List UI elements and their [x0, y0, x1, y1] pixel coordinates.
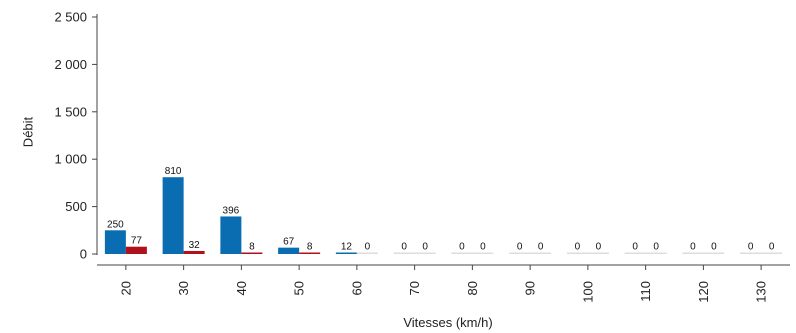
x-tick-label: 100	[580, 281, 595, 303]
bar	[587, 252, 609, 254]
bar-value-label: 0	[596, 242, 602, 253]
bar	[104, 230, 126, 254]
bar-value-label: 0	[459, 242, 465, 253]
y-axis-title: Débit	[21, 116, 36, 147]
bar	[509, 252, 531, 254]
bar-value-label: 0	[711, 242, 717, 253]
bar-value-label: 0	[517, 242, 523, 253]
bar-value-label: 0	[632, 242, 638, 253]
x-tick-label: 50	[292, 281, 307, 295]
bar	[241, 252, 263, 254]
y-tick-label: 500	[65, 199, 87, 214]
bar	[162, 177, 184, 254]
bar-value-label: 0	[748, 242, 754, 253]
y-axis: 0 500 1 000 1 500 2 000 2 500	[54, 10, 98, 262]
bar-value-label: 32	[189, 240, 201, 251]
bar-value-label: 810	[165, 166, 182, 177]
bar	[530, 252, 552, 254]
y-tick-label: 2 500	[54, 10, 87, 25]
bar	[472, 252, 494, 254]
bar	[566, 252, 588, 254]
x-tick-label: 130	[754, 281, 769, 303]
bar	[183, 250, 205, 254]
x-tick-label: 110	[638, 281, 653, 302]
bar-value-label: 77	[131, 236, 143, 247]
x-tick-label: 70	[407, 281, 422, 295]
bar-value-label: 67	[283, 237, 295, 248]
bar-value-label: 250	[107, 219, 124, 230]
bar	[278, 247, 300, 254]
x-tick-label: 80	[465, 281, 480, 295]
bars	[104, 177, 783, 254]
y-tick-label: 2 000	[54, 57, 87, 72]
bar-value-label: 0	[575, 242, 581, 253]
x-tick-label: 90	[523, 281, 538, 295]
bar	[220, 216, 242, 254]
bar-value-label: 0	[422, 242, 428, 253]
bar-value-label: 0	[690, 242, 696, 253]
y-tick-label: 0	[80, 247, 87, 262]
bar-value-label: 12	[341, 242, 353, 253]
bar	[125, 246, 147, 254]
bar	[335, 252, 357, 254]
data-labels: 250 77 810 32 396 8 67 8 12 0 0 0 0 0 0 0 0 0 0 0 0 0 0 0	[107, 166, 775, 252]
y-tick-label: 1 000	[54, 152, 87, 167]
bar-value-label: 0	[365, 242, 371, 253]
bar	[703, 252, 725, 254]
x-tick-label: 40	[234, 281, 249, 295]
x-tick-label: 120	[696, 281, 711, 303]
bar	[356, 252, 378, 254]
x-axis-title: Vitesses (km/h)	[403, 315, 492, 330]
bar	[624, 252, 646, 254]
bar	[451, 252, 473, 254]
x-tick-label: 20	[118, 281, 133, 295]
bar-value-label: 396	[223, 205, 240, 216]
bar-value-label: 8	[307, 242, 313, 253]
bar	[645, 252, 667, 254]
y-tick-label: 1 500	[54, 104, 87, 119]
bar-value-label: 0	[480, 242, 486, 253]
bar	[740, 252, 762, 254]
bar	[414, 252, 436, 254]
bar	[682, 252, 704, 254]
bar-value-label: 0	[401, 242, 407, 253]
bar-value-label: 8	[249, 242, 255, 253]
x-tick-label: 60	[349, 281, 364, 295]
bar	[393, 252, 415, 254]
x-tick-label: 30	[176, 281, 191, 295]
bar-value-label: 0	[538, 242, 544, 253]
bar-value-label: 0	[653, 242, 659, 253]
bar	[299, 252, 321, 254]
bar	[761, 252, 783, 254]
x-axis: 20 30 40 50 60 70 80 90 100 110 120 130	[97, 264, 790, 303]
bar-value-label: 0	[769, 242, 775, 253]
